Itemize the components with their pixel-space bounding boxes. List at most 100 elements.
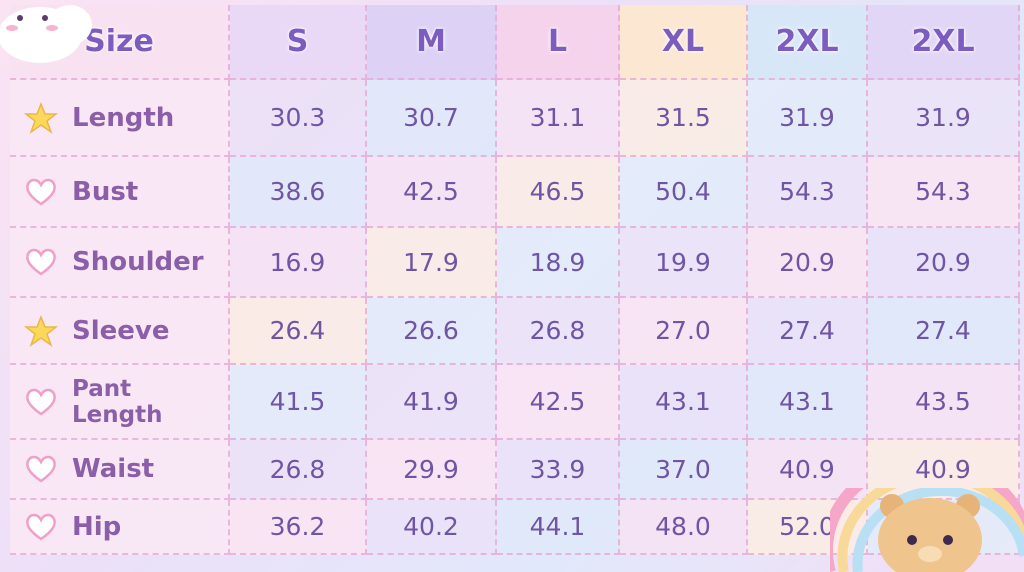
value: 48.0: [620, 500, 748, 555]
value: 54.3: [748, 157, 868, 228]
cell-text: 50.4: [655, 177, 711, 206]
value: 44.1: [497, 500, 620, 555]
heart-icon: [26, 455, 56, 483]
cell-text: 44.1: [529, 512, 586, 541]
value: 37.0: [620, 440, 748, 500]
value: 19.9: [620, 228, 748, 298]
value: 29.9: [367, 440, 497, 500]
value: 26.8: [230, 440, 367, 500]
value: 27.0: [620, 298, 748, 365]
value: 26.6: [367, 298, 497, 365]
cell-text: Length: [72, 102, 175, 133]
value: 43.5: [868, 365, 1020, 440]
cell-text: 18.9: [529, 247, 586, 277]
value: 46.5: [497, 157, 620, 228]
value: 17.9: [367, 228, 497, 298]
cell-text: 43.1: [779, 387, 835, 416]
value: 43.1: [748, 365, 868, 440]
cloud-decoration: [0, 5, 92, 63]
cell-text: 2XL: [911, 24, 975, 59]
cell-text: Pant Length: [72, 375, 163, 428]
cell-text: 2XL: [775, 24, 839, 59]
value: 31.9: [748, 80, 868, 157]
cell-text: M: [416, 24, 446, 59]
cell-text: 27.0: [655, 316, 711, 345]
star-icon: [24, 101, 58, 134]
cell-text: Hip: [72, 511, 122, 542]
value: 42.5: [497, 365, 620, 440]
value: 30.7: [367, 80, 497, 157]
cell-text: 31.9: [915, 103, 971, 132]
cell-text: 54.3: [779, 177, 835, 206]
label: Length: [10, 80, 230, 157]
cell-text: Waist: [72, 454, 155, 484]
cell-text: 43.5: [915, 387, 971, 416]
cell-text: 20.9: [915, 247, 971, 277]
cell-text: 31.1: [529, 103, 586, 132]
label: Sleeve: [10, 298, 230, 365]
value: 16.9: [230, 228, 367, 298]
cell-text: 26.8: [269, 454, 326, 484]
cell-text: 40.9: [915, 454, 971, 484]
value: 31.9: [868, 80, 1020, 157]
cell-text: 40.2: [403, 512, 459, 541]
cell-text: 17.9: [403, 247, 459, 277]
cell-text: 46.5: [529, 177, 586, 206]
cell-text: 20.9: [779, 247, 835, 277]
value: 26.4: [230, 298, 367, 365]
value: 31.5: [620, 80, 748, 157]
value: 38.6: [230, 157, 367, 228]
cell-text: S: [286, 24, 309, 59]
head: 2XL: [748, 5, 868, 80]
cell-text: Bust: [72, 176, 139, 207]
cell-text: 41.5: [269, 387, 326, 416]
heart-icon: [26, 178, 56, 206]
heart-icon: [26, 388, 56, 416]
cell-text: 42.5: [529, 387, 586, 416]
cell-text: 26.4: [269, 316, 326, 345]
cell-text: Size: [84, 24, 154, 59]
label: Hip: [10, 500, 230, 555]
value: 27.4: [868, 298, 1020, 365]
cell-text: Shoulder: [72, 247, 204, 277]
cell-text: 19.9: [655, 247, 711, 277]
cell-text: 33.9: [529, 454, 586, 484]
cell-text: 52.0: [779, 512, 835, 541]
value: 50.4: [620, 157, 748, 228]
cell-text: 41.9: [403, 387, 459, 416]
value: 31.1: [497, 80, 620, 157]
value: 20.9: [748, 228, 868, 298]
head: 2XL: [868, 5, 1020, 80]
cell-text: L: [547, 24, 568, 59]
cell-text: Sleeve: [72, 315, 170, 346]
cell-text: 38.6: [269, 177, 326, 206]
cell-text: 36.2: [269, 512, 326, 541]
cell-text: 30.3: [269, 103, 326, 132]
label: Shoulder: [10, 228, 230, 298]
heart-icon: [26, 513, 56, 541]
cell-text: 27.4: [915, 316, 971, 345]
value: 18.9: [497, 228, 620, 298]
cell-text: 27.4: [779, 316, 835, 345]
cell-text: 26.8: [529, 316, 586, 345]
cell-text: 29.9: [403, 454, 459, 484]
cell-text: 42.5: [403, 177, 459, 206]
bear-rainbow-decoration: [830, 488, 1024, 572]
cell-text: 43.1: [655, 387, 711, 416]
value: 40.2: [367, 500, 497, 555]
cell-text: 31.5: [655, 103, 711, 132]
cell-text: 26.6: [403, 316, 459, 345]
value: 41.5: [230, 365, 367, 440]
label: Bust: [10, 157, 230, 228]
cell-text: 30.7: [403, 103, 459, 132]
value: 30.3: [230, 80, 367, 157]
cell-text: 37.0: [655, 454, 711, 484]
cell-text: 54.3: [915, 177, 971, 206]
heart-icon: [26, 248, 56, 276]
value: 54.3: [868, 157, 1020, 228]
value: 36.2: [230, 500, 367, 555]
value: 43.1: [620, 365, 748, 440]
cell-text: 16.9: [269, 247, 326, 277]
cell-text: 40.9: [779, 454, 835, 484]
